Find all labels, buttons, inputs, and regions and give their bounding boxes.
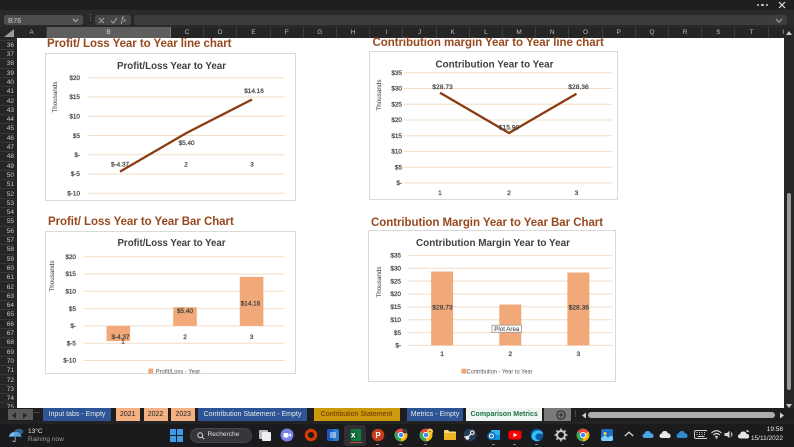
svg-text:$-: $-	[70, 323, 76, 330]
svg-text:2: 2	[184, 162, 188, 169]
svg-text:$15.90: $15.90	[499, 125, 520, 132]
svg-text:$15: $15	[390, 304, 401, 311]
svg-text:$5.40: $5.40	[177, 308, 193, 315]
svg-text:$10: $10	[69, 114, 80, 121]
svg-text:$-10: $-10	[67, 191, 80, 198]
svg-text:$28.73: $28.73	[432, 84, 453, 91]
svg-text:$-5: $-5	[67, 340, 77, 347]
svg-text:2: 2	[508, 351, 512, 358]
svg-text:$30: $30	[391, 86, 402, 93]
svg-text:$28.36: $28.36	[569, 304, 590, 311]
svg-text:$-10: $-10	[63, 358, 76, 365]
svg-text:$-: $-	[74, 152, 80, 159]
svg-text:$35: $35	[391, 70, 402, 77]
svg-text:3: 3	[250, 162, 254, 169]
svg-text:3: 3	[250, 334, 254, 341]
svg-text:Contribution Margin Year to Ye: Contribution Margin Year to Year	[416, 238, 570, 249]
svg-text:$15: $15	[65, 271, 76, 278]
svg-text:$10: $10	[391, 149, 402, 156]
svg-text:Thousands: Thousands	[52, 81, 59, 112]
svg-text:$20: $20	[65, 254, 76, 261]
svg-text:$20: $20	[390, 291, 401, 298]
svg-text:$35: $35	[390, 253, 401, 260]
svg-text:$30: $30	[390, 266, 401, 273]
svg-text:$-: $-	[395, 343, 401, 350]
svg-text:Thousands: Thousands	[376, 79, 383, 110]
svg-text:1: 1	[438, 190, 442, 197]
svg-text:2: 2	[507, 190, 511, 197]
svg-text:$14.16: $14.16	[244, 88, 264, 95]
svg-text:Contribution Year to Year: Contribution Year to Year	[436, 60, 554, 71]
svg-text:$5: $5	[73, 133, 81, 140]
svg-text:$25: $25	[391, 102, 402, 109]
svg-text:$5.40: $5.40	[179, 140, 195, 147]
svg-text:$10: $10	[390, 317, 401, 324]
svg-text:$20: $20	[391, 117, 402, 124]
svg-text:$-4.37: $-4.37	[111, 162, 130, 169]
svg-text:3: 3	[577, 351, 581, 358]
svg-text:$28.36: $28.36	[568, 84, 589, 91]
svg-text:$5: $5	[69, 306, 77, 313]
svg-text:Plot Area: Plot Area	[494, 326, 519, 333]
svg-text:$15: $15	[69, 94, 80, 101]
svg-text:$5: $5	[394, 330, 402, 337]
svg-text:2: 2	[183, 334, 187, 341]
svg-text:$25: $25	[390, 278, 401, 285]
svg-text:$20: $20	[69, 75, 80, 82]
svg-text:P: P	[375, 431, 381, 440]
svg-text:Thousands: Thousands	[49, 260, 56, 291]
svg-text:1: 1	[440, 351, 444, 358]
svg-text:$-4.37: $-4.37	[111, 334, 130, 341]
svg-text:Contribution - Year to Year: Contribution - Year to Year	[467, 369, 534, 376]
svg-text:1: 1	[121, 338, 125, 345]
svg-text:$5: $5	[395, 164, 403, 171]
svg-text:Thousands: Thousands	[376, 266, 383, 297]
svg-text:$28.73: $28.73	[432, 304, 453, 311]
svg-text:Profit/Loss Year to Year: Profit/Loss Year to Year	[117, 61, 226, 72]
svg-text:$-5: $-5	[71, 171, 81, 178]
svg-text:Profit/Loss Year to Year: Profit/Loss Year to Year	[118, 238, 226, 249]
svg-text:$15: $15	[391, 133, 402, 140]
svg-text:$10: $10	[65, 289, 76, 296]
svg-text:3: 3	[575, 190, 579, 197]
svg-text:$-: $-	[396, 180, 402, 187]
svg-text:$14.16: $14.16	[241, 301, 261, 308]
svg-text:Profit/Loss - Year: Profit/Loss - Year	[156, 368, 201, 375]
